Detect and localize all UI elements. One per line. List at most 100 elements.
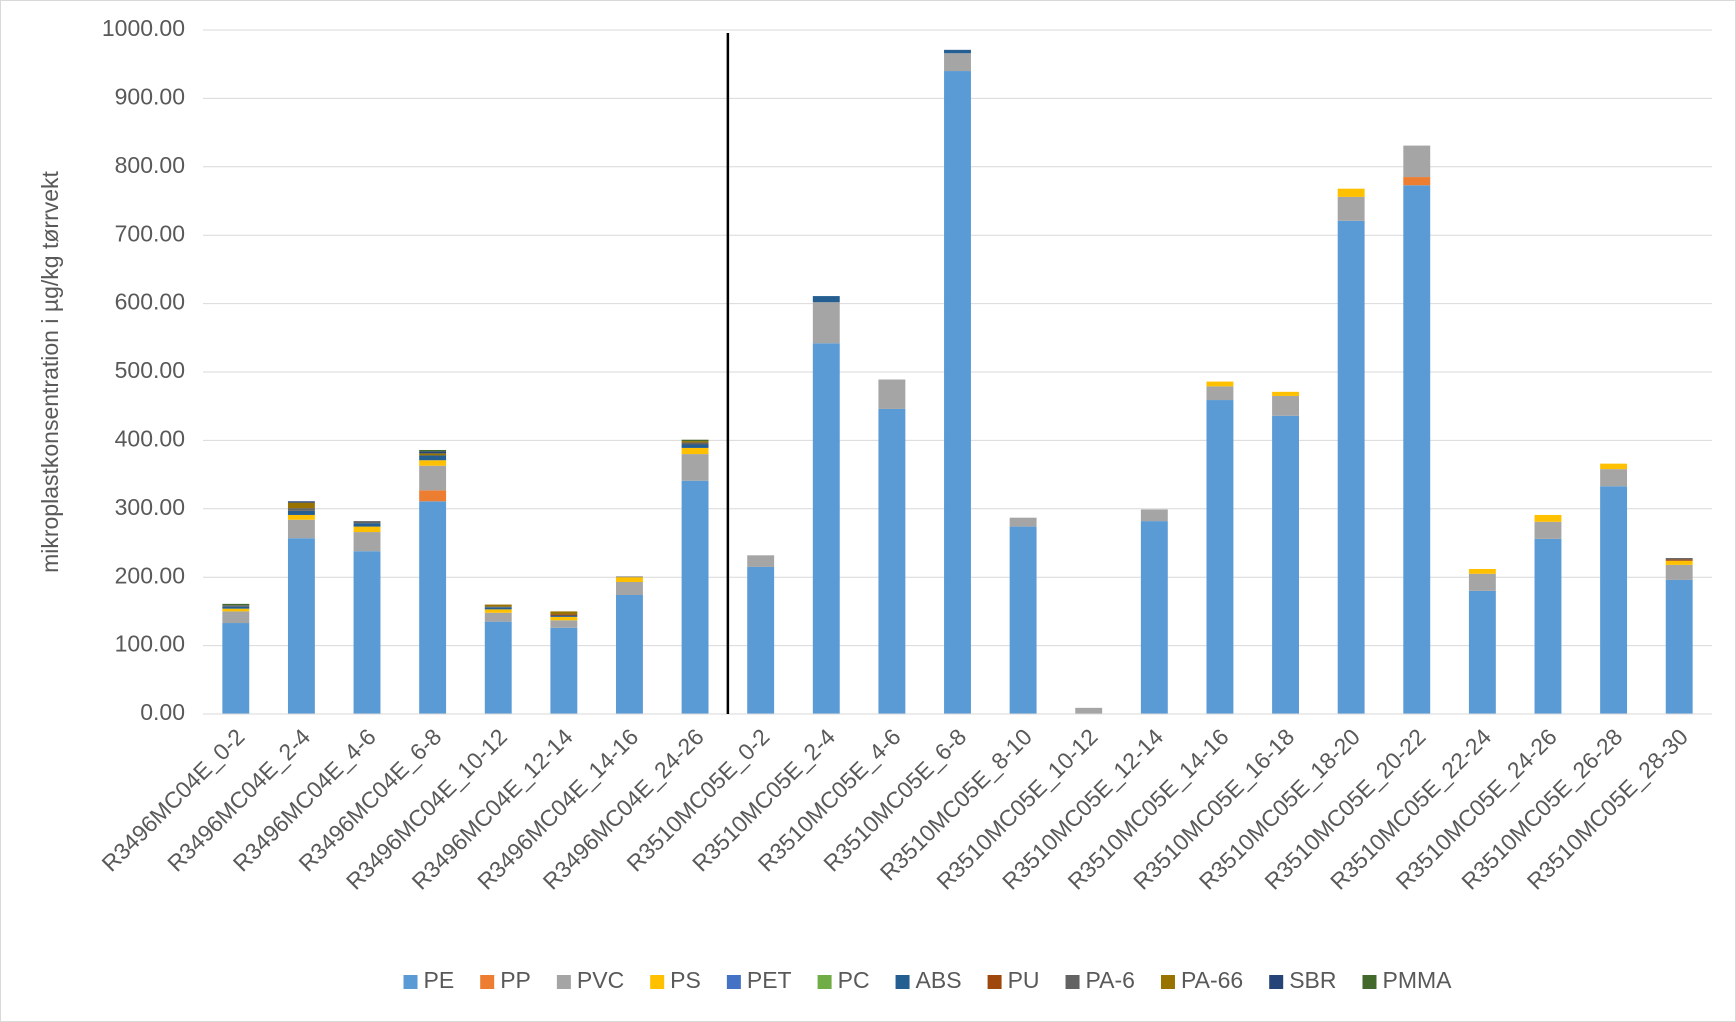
y-tick-label: 900.00 — [115, 83, 185, 109]
y-tick-label: 700.00 — [115, 220, 185, 246]
bar-segment — [681, 439, 709, 442]
legend-label: PA-6 — [1086, 967, 1135, 993]
bar-segment — [1665, 559, 1693, 561]
bar-segment — [419, 501, 447, 714]
legend-swatch — [1160, 975, 1175, 989]
bar-segment — [1534, 514, 1562, 522]
y-tick-label: 200.00 — [115, 562, 185, 588]
bar-segment — [1337, 220, 1365, 714]
legend-label: PVC — [577, 967, 624, 993]
legend-label: PU — [1008, 967, 1040, 993]
bar-segment — [550, 616, 578, 621]
legend-swatch — [556, 975, 571, 989]
bar-segment — [1468, 573, 1496, 591]
bar-segment — [1206, 400, 1234, 714]
bar-segment — [1337, 188, 1365, 197]
bar-segment — [353, 526, 381, 533]
bar-segment — [1600, 463, 1628, 470]
bar-segment — [222, 606, 250, 609]
bar-segment — [419, 490, 447, 502]
legend-label: PA-66 — [1181, 967, 1243, 993]
legend-swatch — [726, 975, 741, 989]
bar-segment — [419, 449, 447, 452]
bar-segment — [1140, 509, 1168, 522]
bar-segment — [287, 501, 315, 503]
y-tick-label: 600.00 — [115, 289, 185, 315]
legend-swatch — [1065, 975, 1080, 989]
bar-segment — [484, 621, 512, 714]
bar-segment — [1009, 526, 1037, 714]
bar-segment — [1468, 568, 1496, 574]
bar-segment — [812, 302, 840, 344]
bar-segment — [1665, 579, 1693, 714]
legend-label: PE — [424, 967, 455, 993]
bar-segment — [287, 510, 315, 515]
bar-segment — [944, 53, 971, 72]
bar-segment — [419, 453, 447, 456]
bar-segment — [353, 532, 381, 552]
bar-segment — [484, 606, 512, 608]
bar-segment — [616, 581, 643, 595]
legend-label: ABS — [916, 967, 962, 993]
bar-segment — [1272, 391, 1299, 396]
bar-segment — [550, 611, 578, 615]
bar-segment — [1665, 560, 1693, 565]
bar-segment — [944, 49, 971, 54]
bar-segment — [681, 442, 709, 445]
bar-segment — [419, 460, 447, 466]
bar-segment — [1468, 590, 1496, 714]
y-tick-label: 100.00 — [115, 631, 185, 657]
bar-segment — [353, 551, 381, 714]
bar-segment — [1600, 486, 1628, 714]
bar-segment — [222, 603, 250, 606]
bar-segment — [287, 519, 315, 539]
bar-segment — [1272, 415, 1299, 714]
bar-segment — [1009, 517, 1037, 527]
bar-segment — [1206, 381, 1234, 387]
bar-segment — [681, 447, 709, 455]
bar-segment — [353, 523, 381, 527]
bar-segment — [550, 627, 578, 714]
bar-segment — [550, 614, 578, 616]
bar-segment — [287, 514, 315, 520]
legend-swatch — [987, 975, 1002, 989]
legend-swatch — [403, 975, 418, 989]
bar-segment — [222, 605, 250, 607]
bar-segment — [747, 555, 775, 567]
bar-segment — [484, 612, 512, 622]
legend-label: PC — [838, 967, 870, 993]
legend: PE PP PVC PS PET PC ABS PU PA-6 PA-66 SBR PMMA — [403, 967, 1452, 993]
bar-segment — [1403, 185, 1431, 714]
bar-segment — [1403, 145, 1431, 178]
y-tick-label: 400.00 — [115, 425, 185, 451]
bar-segment — [484, 604, 512, 607]
legend-label: PET — [747, 967, 792, 993]
bar-segment — [222, 623, 250, 714]
bar-segment — [1403, 177, 1431, 186]
bar-segment — [1600, 469, 1628, 487]
bar-segment — [550, 620, 578, 628]
bar-segment — [1206, 386, 1234, 401]
legend-swatch — [650, 975, 665, 989]
bar-segment — [484, 609, 512, 613]
legend-swatch — [1362, 975, 1377, 989]
legend-label: PMMA — [1382, 967, 1452, 993]
bar-segment — [616, 576, 643, 578]
bar-segment — [1075, 707, 1103, 714]
bar-segment — [287, 538, 315, 714]
bar-segment — [550, 615, 578, 617]
bar-segment — [681, 480, 709, 714]
legend-swatch — [817, 975, 832, 989]
y-tick-label: 1000.00 — [102, 15, 185, 41]
y-tick-label: 800.00 — [115, 152, 185, 178]
bar-segment — [681, 454, 709, 481]
legend-swatch — [480, 975, 495, 989]
legend-swatch — [895, 975, 910, 989]
bar-segment — [1534, 538, 1562, 714]
bar-segment — [616, 577, 643, 582]
bar-segment — [419, 451, 447, 454]
legend-label: PS — [670, 967, 701, 993]
bar-segment — [1272, 395, 1299, 416]
bar-segment — [681, 444, 709, 448]
